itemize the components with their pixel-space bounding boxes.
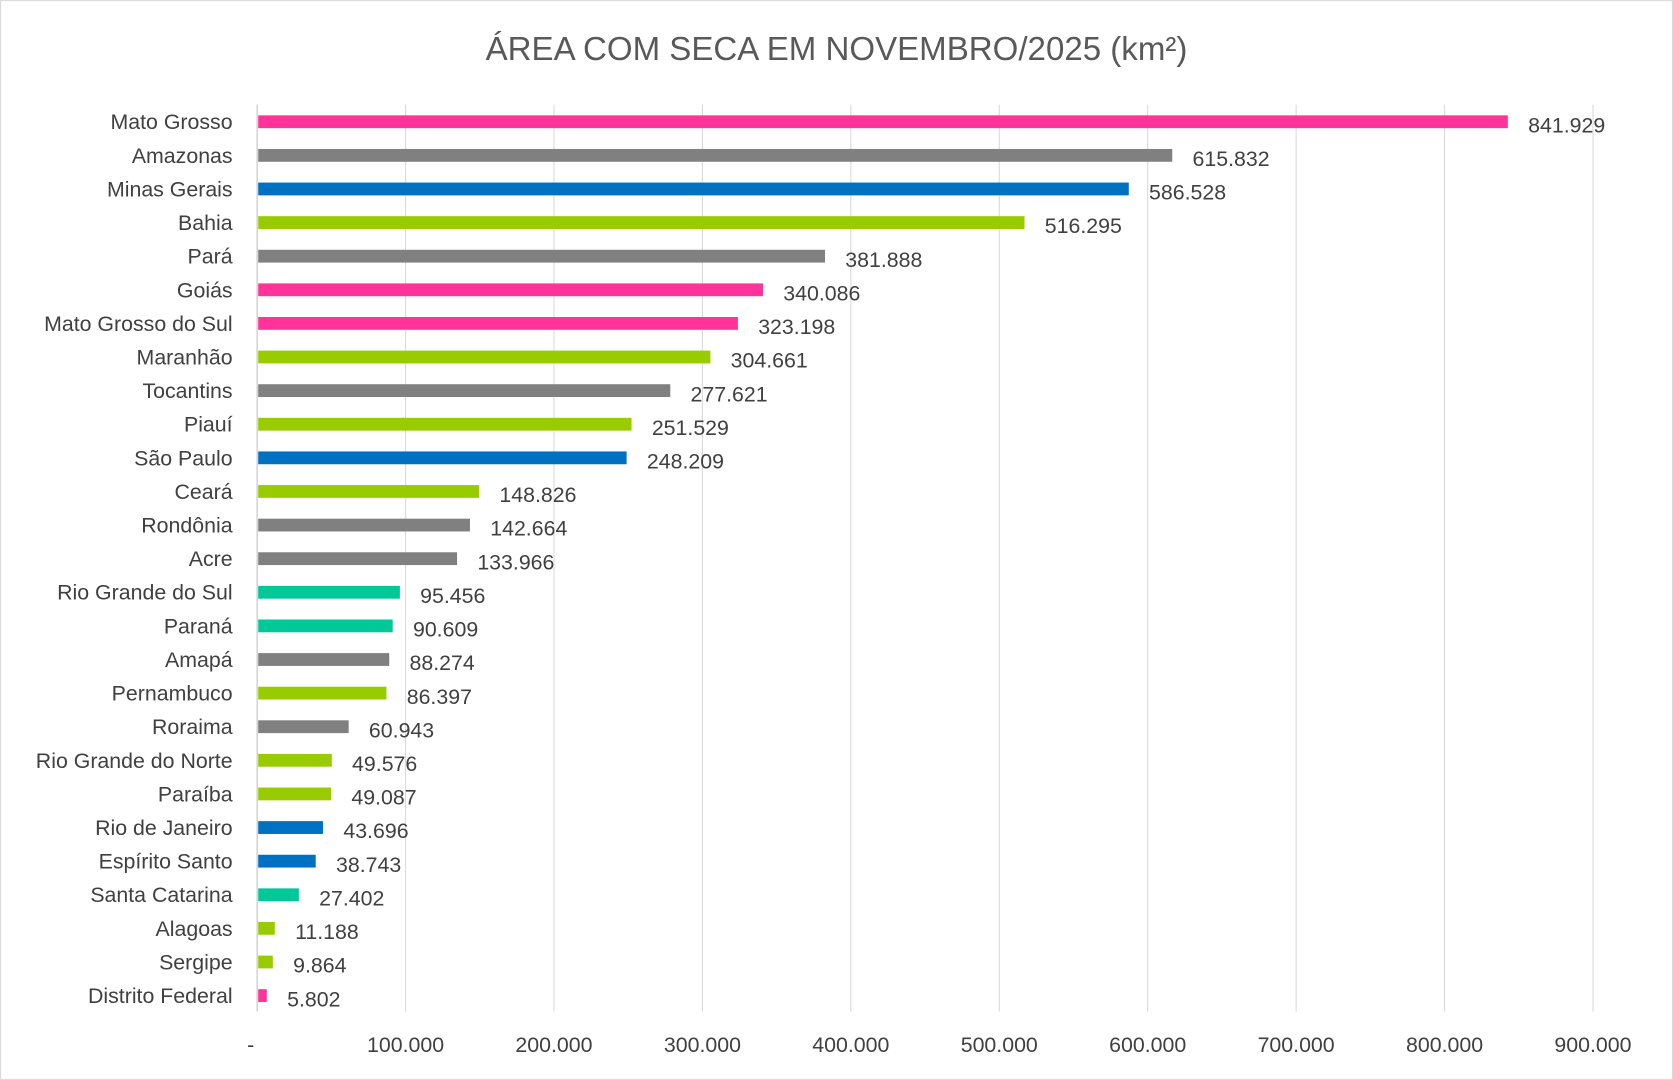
- data-label: 60.943: [369, 718, 434, 742]
- data-label: 615.832: [1193, 147, 1270, 171]
- bar: [258, 989, 267, 1002]
- bar: [258, 653, 390, 666]
- data-label: 43.696: [343, 819, 408, 843]
- data-label: 27.402: [319, 886, 384, 910]
- bar: [258, 821, 324, 834]
- x-tick-label: -: [247, 1033, 254, 1057]
- category-label: Rondônia: [141, 514, 232, 538]
- category-label: Santa Catarina: [90, 883, 232, 907]
- bar: [258, 686, 387, 700]
- category-label: Espírito Santo: [99, 850, 233, 874]
- data-label: 86.397: [407, 685, 472, 709]
- category-label: Paraíba: [158, 782, 233, 806]
- category-label: Minas Gerais: [107, 177, 233, 201]
- data-label: 516.295: [1045, 214, 1122, 238]
- category-label: Rio Grande do Norte: [36, 749, 233, 773]
- x-tick-label: 800.000: [1406, 1033, 1483, 1057]
- x-tick-label: 100.000: [367, 1033, 444, 1057]
- bar: [258, 216, 1025, 229]
- category-label: Tocantins: [142, 379, 232, 403]
- category-label: Pernambuco: [112, 682, 233, 706]
- data-label: 586.528: [1149, 181, 1226, 205]
- category-label: Distrito Federal: [88, 984, 233, 1008]
- x-tick-label: 300.000: [664, 1033, 741, 1057]
- data-label: 11.188: [295, 920, 359, 944]
- category-label: Mato Grosso do Sul: [44, 312, 233, 336]
- bar: [258, 854, 316, 868]
- category-label: Alagoas: [156, 917, 233, 941]
- data-label: 841.929: [1528, 113, 1605, 137]
- data-label: 5.802: [287, 987, 340, 1011]
- bar: [258, 148, 1173, 162]
- x-tick-label: 400.000: [812, 1033, 889, 1057]
- category-label: Rio Grande do Sul: [57, 581, 232, 605]
- category-label: Rio de Janeiro: [95, 816, 233, 840]
- bar: [258, 417, 632, 431]
- data-label: 142.664: [490, 517, 567, 541]
- category-label: Goiás: [177, 278, 233, 302]
- category-label: Bahia: [178, 211, 233, 235]
- category-label: Sergipe: [159, 950, 233, 974]
- x-tick-label: 600.000: [1109, 1033, 1186, 1057]
- data-label: 95.456: [420, 584, 485, 608]
- category-label: Amapá: [165, 648, 233, 672]
- bar: [258, 485, 480, 498]
- data-label: 304.661: [731, 349, 808, 373]
- data-label: 323.198: [758, 315, 835, 339]
- category-label: Roraima: [152, 715, 233, 739]
- category-label: São Paulo: [134, 446, 232, 470]
- bar: [258, 317, 738, 330]
- bar: [258, 955, 273, 969]
- bar: [258, 518, 470, 532]
- category-label: Acre: [189, 547, 233, 571]
- category-label: Pará: [188, 245, 233, 269]
- data-label: 88.274: [409, 651, 474, 675]
- data-label: 49.087: [351, 786, 416, 810]
- bar: [258, 888, 299, 902]
- bar: [258, 619, 393, 633]
- category-label: Piauí: [184, 413, 233, 437]
- data-label: 340.086: [783, 281, 860, 305]
- bar: [258, 921, 275, 935]
- bar: [258, 384, 671, 398]
- category-label: Amazonas: [132, 144, 233, 168]
- bar: [258, 720, 349, 734]
- bar: [258, 249, 826, 263]
- x-tick-label: 900.000: [1554, 1033, 1631, 1057]
- category-label: Paraná: [164, 614, 233, 638]
- x-tick-label: 700.000: [1258, 1033, 1335, 1057]
- data-label: 251.529: [652, 416, 729, 440]
- data-label: 248.209: [647, 450, 724, 474]
- x-tick-label: 500.000: [961, 1033, 1038, 1057]
- data-label: 381.888: [845, 248, 922, 272]
- data-label: 90.609: [413, 618, 478, 642]
- data-label: 277.621: [691, 382, 768, 406]
- bar: [258, 585, 400, 599]
- bar: [258, 552, 458, 566]
- data-label: 9.864: [293, 954, 347, 978]
- category-label: Mato Grosso: [111, 110, 233, 134]
- data-label: 38.743: [336, 853, 401, 877]
- category-label: Ceará: [175, 480, 233, 504]
- bar: [258, 283, 763, 297]
- data-label: 148.826: [499, 483, 576, 507]
- bar: [258, 787, 332, 801]
- bar: [258, 115, 1508, 129]
- bar: [258, 350, 711, 364]
- bar: [258, 753, 332, 767]
- chart-title: ÁREA COM SECA EM NOVEMBRO/2025 (km²): [486, 31, 1188, 68]
- data-label: 49.576: [352, 752, 417, 776]
- data-label: 133.966: [477, 550, 554, 574]
- x-tick-label: 200.000: [515, 1033, 592, 1057]
- bar: [258, 451, 627, 465]
- category-label: Maranhão: [137, 345, 233, 369]
- bar: [258, 182, 1129, 196]
